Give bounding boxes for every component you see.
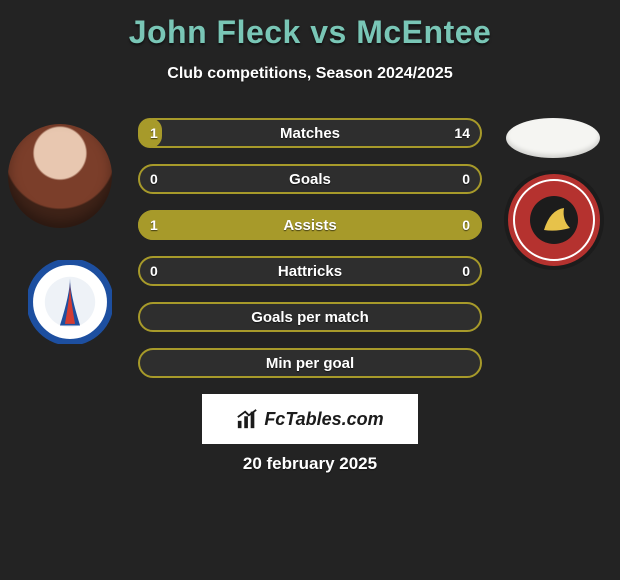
page-title: John Fleck vs McEntee (0, 14, 620, 51)
stat-label: Goals per match (138, 302, 482, 332)
stat-value-right: 0 (462, 256, 470, 286)
club-left-badge (28, 260, 112, 344)
club-right-icon (504, 170, 604, 270)
club-right-badge (504, 170, 604, 270)
comparison-card: John Fleck vs McEntee Club competitions,… (0, 0, 620, 580)
stat-row: Assists1 0 (138, 210, 482, 240)
stat-value-right: 14 (454, 118, 470, 148)
stat-row: Hattricks0 0 (138, 256, 482, 286)
stat-value-left: 0 (150, 164, 158, 194)
stat-value-right: 0 (462, 210, 470, 240)
stat-row: Min per goal (138, 348, 482, 378)
stat-row: Goals0 0 (138, 164, 482, 194)
stat-value-left: 0 (150, 256, 158, 286)
stats-list: Matches114Goals00Assists10Hattricks00Goa… (138, 118, 482, 394)
stat-value-left: 1 (150, 210, 158, 240)
player-left-avatar (8, 124, 112, 228)
stat-row: Goals per match (138, 302, 482, 332)
chart-icon (236, 408, 258, 430)
stat-label: Goals (138, 164, 482, 194)
club-left-icon (28, 260, 112, 344)
stat-label: Matches (138, 118, 482, 148)
stat-value-right: 0 (462, 164, 470, 194)
date-label: 20 february 2025 (0, 454, 620, 474)
stat-label: Hattricks (138, 256, 482, 286)
stat-row: Matches1 14 (138, 118, 482, 148)
stat-label: Assists (138, 210, 482, 240)
stat-value-left: 1 (150, 118, 158, 148)
brand-badge[interactable]: FcTables.com (202, 394, 418, 444)
stat-label: Min per goal (138, 348, 482, 378)
brand-text: FcTables.com (264, 409, 383, 430)
player-right-avatar (506, 118, 600, 158)
subtitle: Club competitions, Season 2024/2025 (0, 65, 620, 83)
